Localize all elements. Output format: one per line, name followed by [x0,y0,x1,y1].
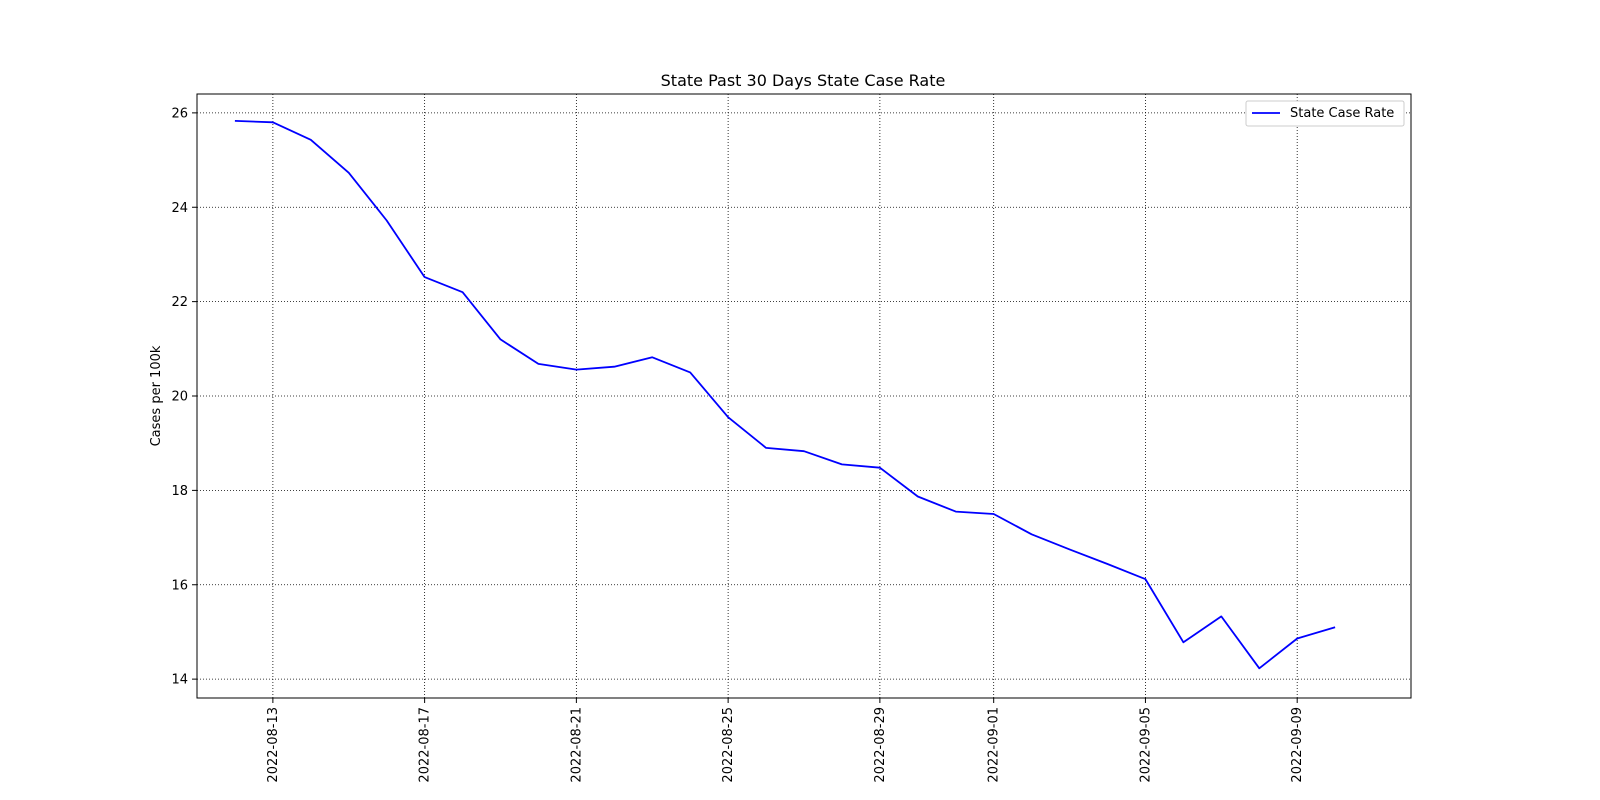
y-axis: 14 16 18 20 22 24 26 [171,106,197,688]
legend-box [1245,100,1405,127]
x-axis: 2022-08-13 2022-08-17 2022-08-21 2022-08-25… [266,698,1305,783]
x-tick-label: 2022-08-29 [873,707,888,783]
y-tick-label: 16 [171,578,188,593]
y-axis-label: Cases per 100k [149,345,164,446]
grid [197,94,1411,698]
x-tick-label: 2022-09-05 [1138,707,1153,783]
y-tick-label: 24 [171,201,188,216]
legend-label: State Case Rate [1290,106,1394,121]
y-tick-label: 26 [171,106,188,121]
x-tick-label: 2022-08-21 [569,707,584,783]
x-tick-label: 2022-08-13 [266,707,281,783]
y-tick-label: 22 [171,295,188,310]
series-line [234,120,1336,670]
y-tick-label: 14 [171,673,188,688]
y-tick-label: 20 [171,390,188,405]
x-tick-label: 2022-08-25 [721,707,736,783]
chart-title: State Past 30 Days State Case Rate [661,71,946,90]
x-tick-label: 2022-09-01 [987,707,1002,783]
x-tick-label: 2022-09-09 [1290,707,1305,783]
y-tick-label: 18 [171,484,188,499]
x-tick-label: 2022-08-17 [418,707,433,783]
legend: State Case Rate [1245,100,1405,127]
series-layer [234,120,1336,670]
